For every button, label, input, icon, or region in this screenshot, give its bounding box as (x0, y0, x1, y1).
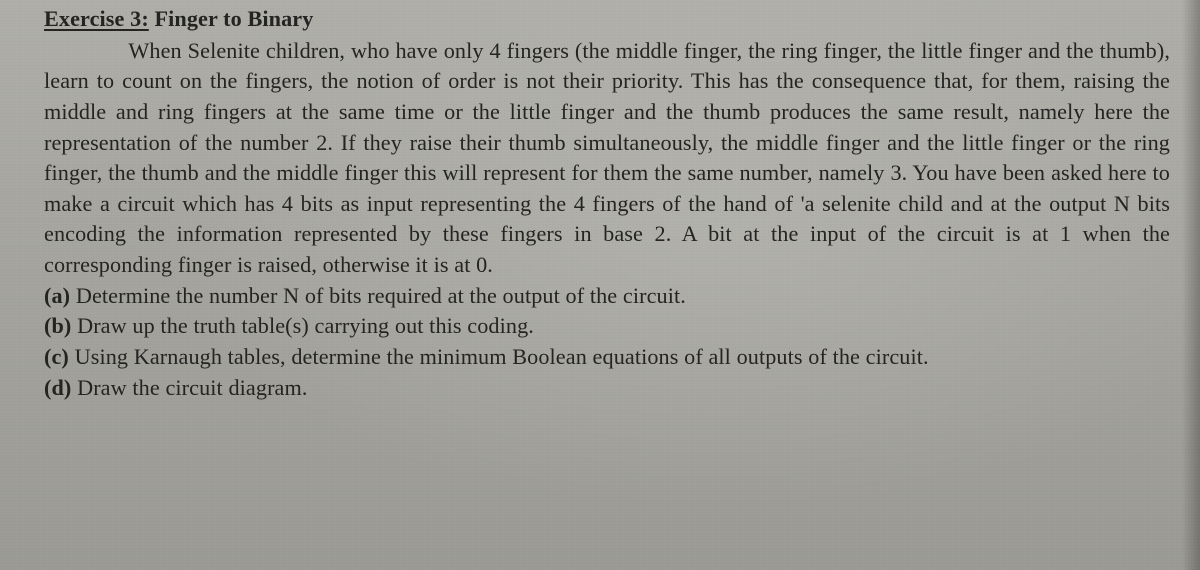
exercise-title-rest: Finger to Binary (149, 6, 314, 31)
question-c-tag: (c) (44, 344, 69, 369)
question-d: (d) Draw the circuit diagram. (44, 373, 1170, 404)
question-b-tag: (b) (44, 313, 71, 338)
question-d-text: Draw the circuit diagram. (71, 375, 307, 400)
question-c-text: Using Karnaugh tables, determine the min… (69, 344, 929, 369)
exercise-title: Exercise 3: Finger to Binary (44, 4, 1170, 35)
question-b: (b) Draw up the truth table(s) carrying … (44, 311, 1170, 342)
question-b-text: Draw up the truth table(s) carrying out … (71, 313, 534, 338)
paragraph-text: When Selenite children, who have only 4 … (44, 38, 1170, 277)
question-a-text: Determine the number N of bits required … (70, 283, 686, 308)
problem-paragraph: When Selenite children, who have only 4 … (44, 36, 1170, 281)
question-a-tag: (a) (44, 283, 70, 308)
question-c: (c) Using Karnaugh tables, determine the… (44, 342, 1170, 373)
question-d-tag: (d) (44, 375, 71, 400)
question-a: (a) Determine the number N of bits requi… (44, 281, 1170, 312)
right-edge-shadow (1182, 0, 1200, 570)
exercise-title-underlined: Exercise 3: (44, 6, 149, 31)
